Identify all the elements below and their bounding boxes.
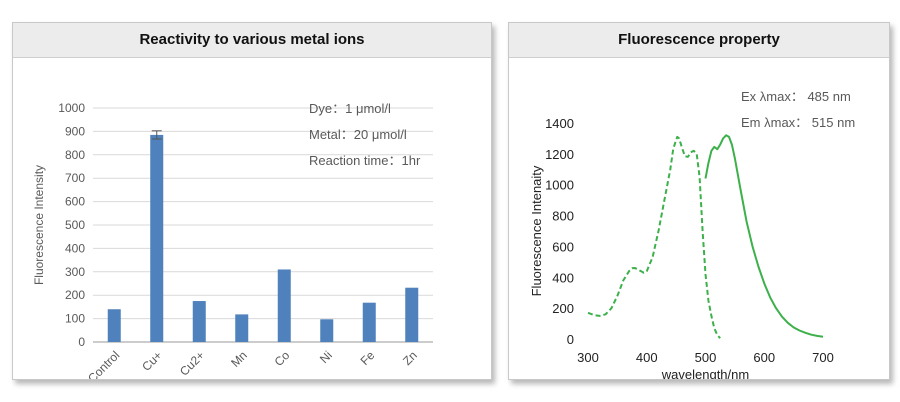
y-tick-label: 800 [65, 148, 85, 162]
y-tick-label: 700 [65, 171, 85, 185]
y-tick-label: 300 [65, 265, 85, 279]
bar [277, 269, 291, 342]
panel-title: Reactivity to various metal ions [13, 23, 491, 58]
y-tick-label: 600 [552, 239, 574, 254]
annotation: Em λmax： 515 nm [741, 115, 855, 130]
y-tick-label: 1400 [545, 116, 574, 131]
fluorescence-panel: Fluorescence property 0 200 400 600 800 1000 1… [508, 22, 890, 380]
bar [405, 287, 419, 342]
y-tick-label: 0 [78, 335, 85, 349]
bar [150, 134, 164, 342]
y-axis-label: Fluorescence Intenaity [529, 165, 544, 296]
y-tick-label: 800 [552, 209, 574, 224]
y-tick-label: 100 [65, 312, 85, 326]
y-tick-label: 600 [65, 195, 85, 209]
excitation-series-line [587, 135, 721, 339]
x-tick-label: Mn [228, 348, 250, 370]
y-tick-label: 500 [65, 218, 85, 232]
x-tick-label: Cu2+ [177, 348, 207, 378]
x-tick-label: 700 [812, 350, 834, 365]
spectrum-chart: 0 200 400 600 800 1000 1200 1400 300 400 500 600 700… [529, 89, 855, 379]
annotation: Reaction time：1hr [309, 153, 421, 168]
x-tick-label: Ni [317, 348, 335, 366]
bar [362, 302, 376, 342]
bar-chart: 0 100 200 300 400 500 600 700 800 900 1000 Fluoresc… [32, 101, 433, 379]
panel-title: Fluorescence property [509, 23, 889, 58]
y-tick-label: 0 [567, 332, 574, 347]
x-axis-label: wavelength/nm [661, 367, 749, 379]
annotation: Metal：20 μmol/l [309, 127, 407, 142]
x-tick-label: 600 [753, 350, 775, 365]
bar [192, 301, 206, 342]
bar [107, 309, 121, 342]
y-tick-label: 1000 [545, 178, 574, 193]
y-tick-label: 900 [65, 124, 85, 138]
y-axis-label: Fluorescence Intensity [32, 165, 46, 285]
bar [235, 314, 249, 342]
x-tick-label: 400 [636, 350, 658, 365]
y-tick-label: 400 [65, 241, 85, 255]
y-tick-label: 1000 [58, 101, 85, 115]
x-tick-label: Cu+ [139, 348, 165, 374]
x-tick-label: 300 [577, 350, 599, 365]
y-tick-label: 1200 [545, 147, 574, 162]
x-tick-label: Control [85, 348, 122, 379]
y-tick-label: 400 [552, 270, 574, 285]
x-tick-label: Zn [400, 348, 420, 368]
x-tick-label: Fe [358, 348, 378, 368]
y-tick-label: 200 [552, 301, 574, 316]
annotation: Ex λmax： 485 nm [741, 89, 851, 104]
emission-series-line [704, 134, 824, 338]
bar [320, 319, 334, 342]
y-tick-label: 200 [65, 288, 85, 302]
annotation: Dye：1 μmol/l [309, 101, 391, 116]
x-tick-label: Co [272, 348, 293, 369]
reactivity-panel: Reactivity to various metal ions 0 100 200… [12, 22, 492, 380]
x-tick-label: 500 [695, 350, 717, 365]
